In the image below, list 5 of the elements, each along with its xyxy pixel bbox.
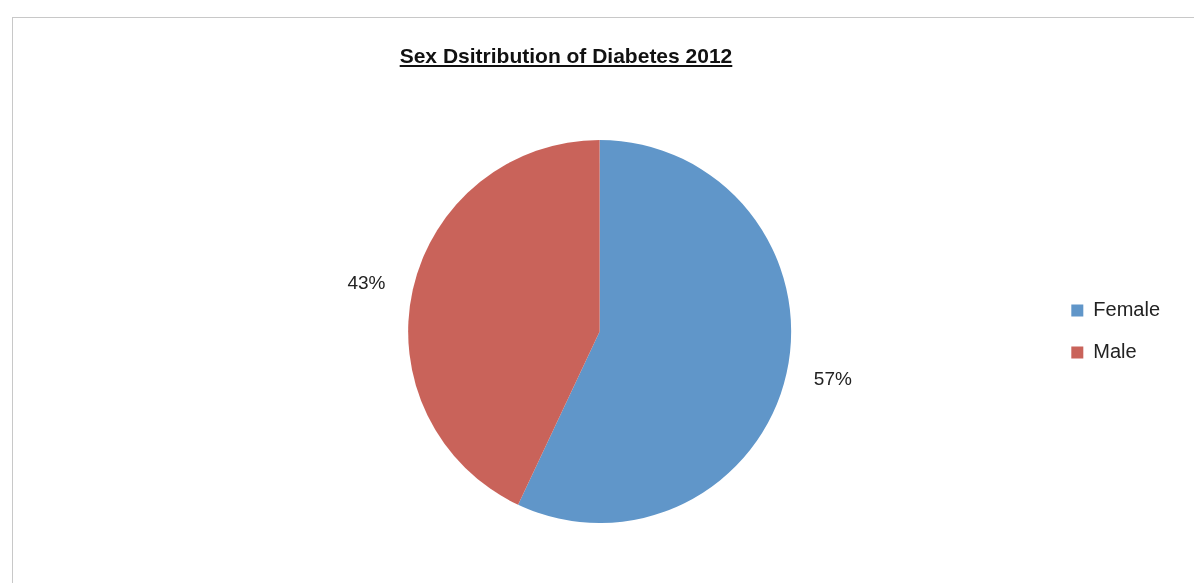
chart-title: Sex Dsitribution of Diabetes 2012 bbox=[398, 44, 734, 68]
legend-label: Female bbox=[1093, 298, 1161, 321]
data-label: 57% bbox=[813, 367, 852, 389]
legend-label: Male bbox=[1093, 340, 1137, 363]
data-label: 43% bbox=[347, 271, 386, 293]
